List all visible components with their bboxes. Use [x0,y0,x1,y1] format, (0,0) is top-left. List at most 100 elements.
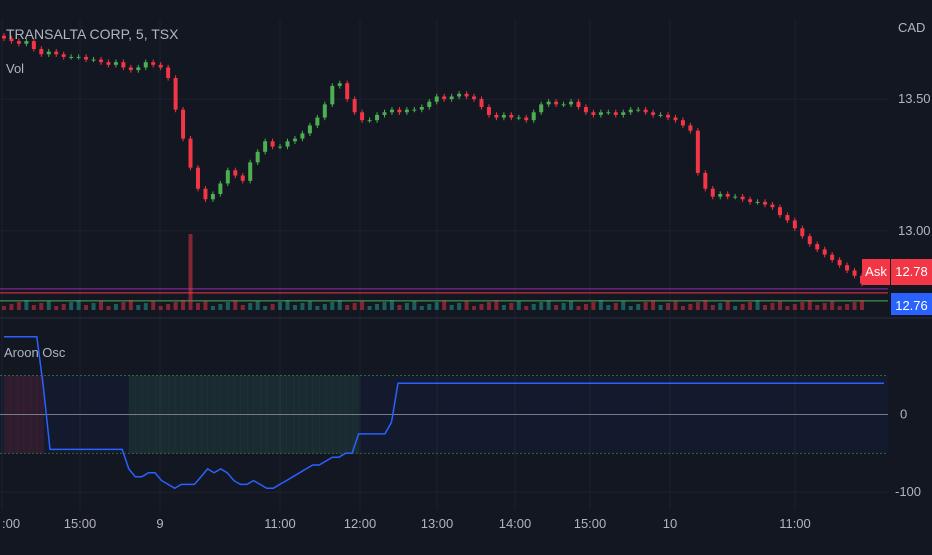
volume-bar [860,300,864,310]
candle-body [2,35,6,39]
volume-bar [680,306,685,310]
volume-bar [755,300,760,310]
volume-bar [151,301,156,310]
volume-bar [442,300,447,310]
time-axis-tick: 15:00 [64,516,97,531]
time-axis-tick: 13:00 [421,516,454,531]
volume-bar [248,303,253,310]
volume-bar [628,306,633,310]
candle-body [613,112,618,115]
candle-body [337,83,342,86]
price-axis-tick: 13.50 [898,91,931,106]
volume-bar [382,302,387,310]
candle-body [375,114,380,121]
candle-body [636,109,641,111]
candle-body [106,62,111,65]
volume-bar [643,302,648,310]
candle-body [598,112,603,115]
candle-body [666,114,671,118]
candle-body [367,120,372,122]
price-candles [2,33,864,287]
candle-body [121,62,126,68]
volume-bar [703,300,708,310]
candle-body [285,141,290,147]
volume-bar [203,301,208,310]
volume-bar [583,304,588,310]
volume-bar [240,305,245,310]
volume-bar [337,300,342,310]
volume-bar [546,300,551,310]
volume-indicator-label[interactable]: Vol [6,61,25,76]
candle-body [76,56,81,58]
volume-bar [158,306,163,310]
price-axis-tick: 13.00 [898,223,931,238]
candle-body [449,96,454,100]
volume-bar [733,306,738,310]
volume-bar [218,304,223,310]
volume-bar [292,305,297,310]
volume-bar [561,303,566,310]
candle-body [539,104,544,113]
candle-body [733,196,738,198]
candle-body [494,114,499,118]
volume-bar [531,304,536,310]
volume-bar [128,300,133,310]
volume-bars [2,234,864,310]
volume-bar [61,304,66,310]
candle-body [419,107,424,110]
ask-price-tag: 12.78 [891,259,932,285]
candle-body [800,228,805,237]
volume-bar [822,303,827,310]
volume-bar [84,305,89,310]
volume-bar [143,303,148,310]
volume-bar [516,301,521,310]
volume-bar [792,304,797,310]
candle-body [203,188,208,200]
candle-body [218,183,223,194]
volume-bar [613,303,618,310]
candle-body [412,109,417,111]
volume-bar [389,300,394,310]
volume-bar [651,300,656,310]
oscillator-axis-tick: -100 [895,484,921,499]
time-axis-tick: 12:00 [344,516,377,531]
aroon-oscillator-label[interactable]: Aroon Osc [4,345,66,360]
volume-bar [255,301,260,310]
volume-bar [621,301,626,310]
candle-body [628,109,633,113]
candle-body [673,117,678,121]
candle-body [225,170,230,184]
volume-bar [195,303,200,310]
candle-body [464,93,469,97]
volume-bar [263,306,268,310]
volume-bar [9,304,14,310]
candle-body [830,254,835,260]
volume-bar [434,302,439,310]
volume-bar [464,301,469,310]
candle-body [91,59,96,61]
candle-body [158,64,163,68]
volume-bar [636,304,641,310]
time-axis-tick: 10 [663,516,677,531]
candle-body [210,194,215,200]
symbol-title[interactable]: TRANSALTA CORP, 5, TSX [6,26,179,42]
volume-bar [46,301,51,310]
candle-body [569,101,574,105]
volume-bar [501,305,506,310]
candle-body [24,41,29,44]
volume-bar [69,302,74,310]
volume-bar [427,304,432,310]
volume-bar [278,302,283,310]
candle-body [777,207,782,216]
volume-bar [748,302,753,310]
candle-body [427,101,432,107]
candle-body [658,114,663,116]
candle-body [166,67,171,78]
candle-body [434,96,439,102]
volume-bar [2,306,6,310]
volume-bar [785,306,790,310]
volume-bar [606,305,611,310]
volume-bar [591,302,596,310]
